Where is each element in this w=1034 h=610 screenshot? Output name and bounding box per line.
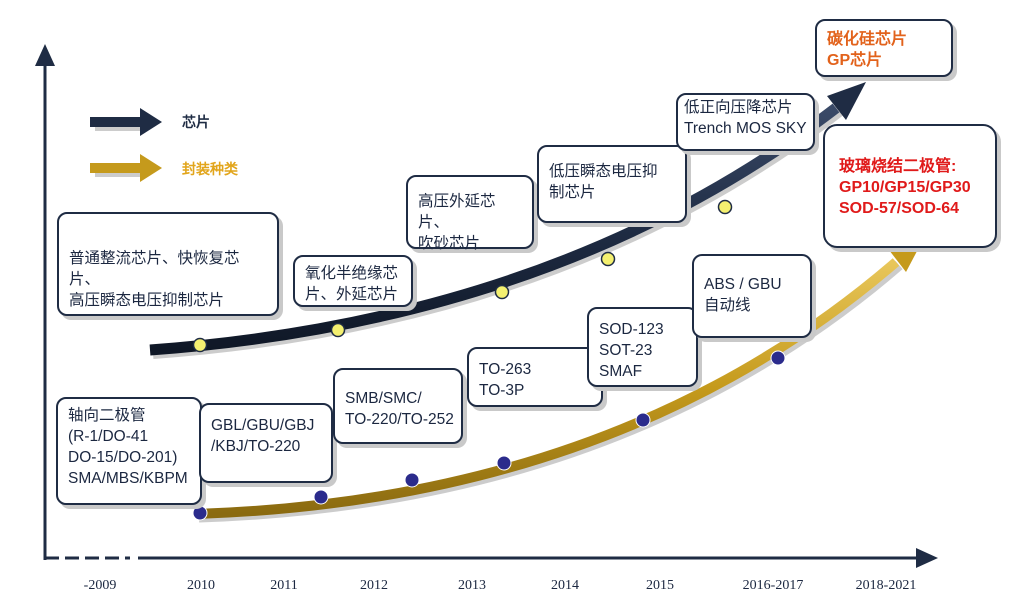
chip-dot <box>192 337 208 353</box>
package-dot <box>404 472 420 488</box>
year-label: 2013 <box>458 578 486 593</box>
year-label: 2012 <box>360 578 388 593</box>
chip-box-silicon-carbide: 碳化硅芯片 GP芯片 <box>815 19 953 77</box>
chip-box-oxide-insulation: 氧化半绝缘芯 片、外延芯片 <box>293 255 413 307</box>
x-axis <box>45 548 938 568</box>
legend-package-label: 封装种类 <box>182 161 238 177</box>
legend-package-arrow-icon <box>90 154 162 182</box>
chip-box-high-voltage-epitaxy: 高压外延芯片、 吹砂芯片 <box>406 175 534 252</box>
chip-dot <box>330 322 346 338</box>
chip-box-trench-mos: 低正向压降芯片 Trench MOS SKY <box>676 93 815 151</box>
year-label: -2009 <box>83 578 117 593</box>
y-axis <box>35 44 55 560</box>
year-label: 2018-2021 <box>855 578 917 593</box>
package-dot <box>192 505 208 521</box>
year-label: 2014 <box>551 578 579 593</box>
package-box-abs-gbu: ABS / GBU 自动线 <box>692 254 812 338</box>
chip-dots <box>192 199 733 353</box>
package-box-to-263: TO-263 TO-3P <box>467 347 603 407</box>
package-box-glass-sintered-diode: 玻璃烧结二极管: GP10/GP15/GP30 SOD-57/SOD-64 <box>823 124 997 248</box>
package-dot <box>313 489 329 505</box>
package-dot <box>635 412 651 428</box>
chip-dot <box>717 199 733 215</box>
package-box-smb-smc: SMB/SMC/ TO-220/TO-252 <box>333 368 463 444</box>
package-box-bridge: GBL/GBU/GBJ /KBJ/TO-220 <box>199 403 333 483</box>
package-box-axial-diode: 轴向二极管 (R-1/DO-41 DO-15/DO-201) SMA/MBS/K… <box>56 397 202 505</box>
package-dot <box>770 350 786 366</box>
chip-curve <box>149 82 866 359</box>
legend-chip-arrow-icon <box>90 108 162 136</box>
package-box-sod-123: SOD-123 SOT-23 SMAF <box>587 307 698 387</box>
chip-box-general-rectifier: 普通整流芯片、快恢复芯片、 高压瞬态电压抑制芯片 <box>57 212 279 316</box>
year-label: 2016-2017 <box>742 578 804 593</box>
year-label: 2015 <box>646 578 674 593</box>
chip-dot <box>494 284 510 300</box>
package-dots <box>192 350 786 521</box>
chip-box-low-voltage-tvs: 低压瞬态电压抑 制芯片 <box>537 145 687 223</box>
package-dot <box>496 455 512 471</box>
legend-chip-label: 芯片 <box>182 114 210 130</box>
year-label: 2011 <box>270 578 298 593</box>
chip-arrowhead <box>827 82 866 120</box>
chip-dot <box>600 251 616 267</box>
year-label: 2010 <box>187 578 215 593</box>
